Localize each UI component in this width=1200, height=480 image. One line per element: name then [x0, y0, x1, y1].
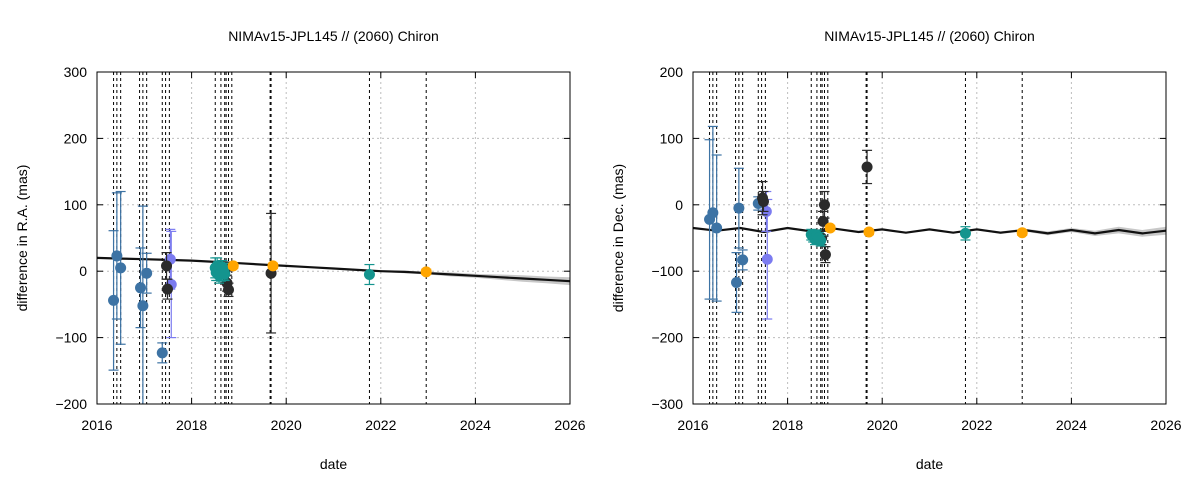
y-tick-label: −200 — [55, 396, 87, 412]
plot-area — [97, 72, 570, 404]
x-tick-label: 2026 — [1150, 417, 1181, 433]
data-point — [757, 195, 769, 207]
y-tick-label: 100 — [64, 197, 88, 213]
series-1 — [704, 125, 764, 313]
data-point — [761, 253, 773, 265]
data-point — [818, 199, 830, 211]
series-2 — [164, 228, 177, 339]
data-point — [731, 276, 743, 288]
series-4 — [805, 226, 971, 247]
data-point — [815, 235, 827, 247]
data-point — [824, 222, 836, 234]
x-tick-label: 2016 — [677, 417, 708, 433]
series-4 — [209, 257, 375, 286]
data-point — [737, 254, 749, 266]
data-point — [222, 284, 234, 296]
x-tick-label: 2026 — [554, 417, 585, 433]
data-point — [219, 268, 231, 280]
y-tick-label: 200 — [64, 130, 88, 146]
series-3 — [161, 212, 277, 334]
chart-title: NIMAv15-JPL145 // (2060) Chiron — [228, 28, 439, 44]
series-5 — [227, 260, 432, 278]
data-point — [267, 260, 279, 272]
data-point — [161, 260, 173, 272]
y-axis-label: difference in Dec. (mas) — [610, 164, 626, 312]
y-tick-label: 0 — [79, 263, 87, 279]
x-tick-label: 2024 — [1056, 417, 1087, 433]
series-1 — [108, 190, 168, 404]
x-tick-label: 2024 — [460, 417, 491, 433]
x-tick-label: 2020 — [867, 417, 898, 433]
y-tick-label: 100 — [660, 130, 684, 146]
x-axis-label: date — [320, 456, 347, 472]
y-tick-label: −300 — [651, 396, 683, 412]
data-point — [161, 283, 173, 295]
y-tick-label: 0 — [675, 197, 683, 213]
series-5 — [824, 222, 1028, 239]
plot-frame — [96, 71, 571, 405]
y-tick-label: 200 — [660, 64, 684, 80]
y-tick-label: 300 — [64, 64, 88, 80]
x-tick-label: 2018 — [772, 417, 803, 433]
y-tick-label: −100 — [651, 263, 683, 279]
chart-title: NIMAv15-JPL145 // (2060) Chiron — [824, 28, 1035, 44]
x-axis-label: date — [916, 456, 943, 472]
series-3 — [757, 149, 873, 264]
data-point — [420, 266, 432, 278]
data-point — [861, 161, 873, 173]
ephemeris-line — [97, 256, 570, 283]
x-tick-label: 2020 — [271, 417, 302, 433]
plot-area — [693, 72, 1166, 404]
x-tick-label: 2018 — [176, 417, 207, 433]
data-point — [115, 262, 127, 274]
plot-frame — [692, 71, 1167, 405]
x-tick-label: 2016 — [81, 417, 112, 433]
data-point — [135, 282, 147, 294]
y-axis-label: difference in R.A. (mas) — [14, 165, 30, 312]
data-point — [819, 249, 831, 261]
data-point — [227, 260, 239, 272]
x-tick-label: 2022 — [961, 417, 992, 433]
data-point — [711, 222, 723, 234]
y-tick-label: −100 — [55, 330, 87, 346]
data-point — [1016, 227, 1028, 239]
panel-1: NIMAv15-JPL145 // (2060) Chiron −200 −100 0… — [14, 28, 586, 472]
data-point — [363, 269, 375, 281]
panel-2: NIMAv15-JPL145 // (2060) Chiron −300 −200 −… — [610, 28, 1182, 472]
data-point — [959, 227, 971, 239]
data-point — [137, 300, 149, 312]
data-point — [156, 347, 168, 359]
data-point — [733, 202, 745, 214]
data-point — [707, 207, 719, 219]
data-point — [141, 267, 153, 279]
data-point — [111, 250, 123, 262]
ephemeris-line — [693, 226, 1166, 235]
y-tick-label: −200 — [651, 330, 683, 346]
data-point — [863, 226, 875, 238]
x-tick-label: 2022 — [365, 417, 396, 433]
